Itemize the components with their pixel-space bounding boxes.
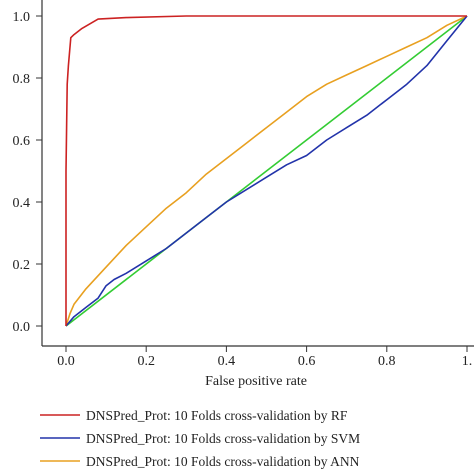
x-tick-label: 0.0 — [57, 354, 75, 369]
series-line-0 — [65, 15, 467, 326]
y-tick-label: 1.0 — [13, 10, 31, 25]
y-tick-label: 0.8 — [13, 72, 31, 87]
legend-label-1: DNSPred_Prot: 10 Folds cross-validation … — [86, 431, 360, 446]
axes: 0.0 0.2 0.4 0.6 0.8 1. 0.0 0.2 0.4 0.6 0.8 1.0 — [13, 0, 474, 369]
y-tick-label: 0.6 — [13, 134, 31, 149]
x-tick-label: 0.6 — [298, 354, 316, 369]
x-tick-label: 0.2 — [137, 354, 155, 369]
y-tick-label: 0.4 — [13, 196, 31, 211]
x-tick-label: 0.8 — [378, 354, 396, 369]
legend: DNSPred_Prot: 10 Folds cross-validation … — [40, 408, 360, 469]
y-tick-label: 0.2 — [13, 258, 31, 273]
y-tick-label: 0.0 — [13, 320, 31, 335]
plot-area — [65, 15, 468, 327]
x-tick-label: 1. — [462, 354, 473, 369]
series-line-1 — [65, 15, 468, 327]
legend-label-0: DNSPred_Prot: 10 Folds cross-validation … — [86, 408, 348, 423]
x-axis-label: False positive rate — [205, 374, 307, 389]
legend-label-2: DNSPred_Prot: 10 Folds cross-validation … — [86, 454, 360, 469]
series-line-2 — [65, 15, 468, 327]
x-tick-label: 0.4 — [218, 354, 236, 369]
chance-diagonal-line — [65, 15, 468, 327]
